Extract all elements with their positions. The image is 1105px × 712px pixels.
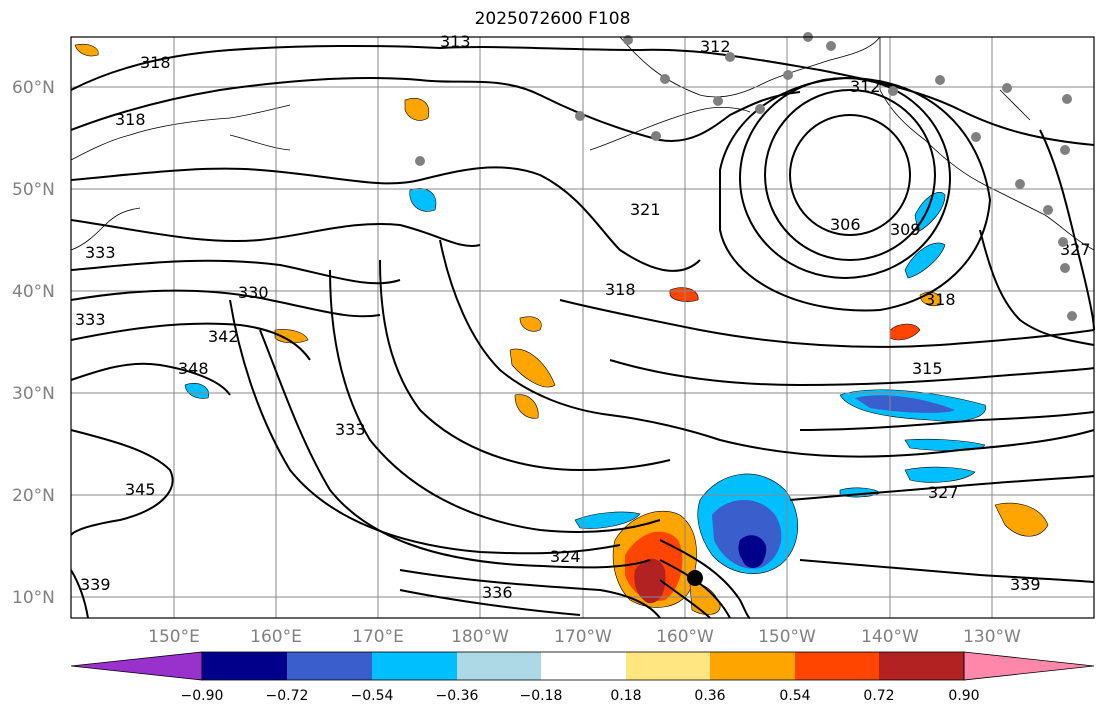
lat-label: 40°N xyxy=(12,282,55,302)
contour-label: 315 xyxy=(912,359,943,378)
colorbar-swatch xyxy=(457,652,541,680)
colorbar-swatch xyxy=(372,652,457,680)
contour-label: 348 xyxy=(178,359,209,378)
colorbar-swatch xyxy=(626,652,710,680)
lon-label: 170°E xyxy=(352,627,404,647)
colorbar-tick: −0.18 xyxy=(520,688,563,704)
contour-label: 342 xyxy=(208,327,239,346)
lon-label: 140°W xyxy=(861,627,919,647)
colorbar-extend-high xyxy=(963,651,1095,681)
colorbar-swatch xyxy=(710,652,795,680)
contour-label: 327 xyxy=(1060,240,1091,259)
contour-label: 318 xyxy=(140,53,171,72)
gridlines xyxy=(71,37,1094,618)
colorbar-tick: −0.54 xyxy=(351,688,394,704)
map-title: 2025072600 F108 xyxy=(474,9,631,29)
contour-label: 336 xyxy=(482,583,513,602)
contour-label: 330 xyxy=(238,283,269,302)
colorbar-tick: 0.18 xyxy=(610,688,641,704)
contour-label: 327 xyxy=(928,483,959,502)
lon-label: 160°E xyxy=(250,627,302,647)
contour-label: 333 xyxy=(335,420,366,439)
colorbar-swatch xyxy=(202,652,287,680)
lon-label: 150°E xyxy=(148,627,200,647)
contour-label: 306 xyxy=(830,215,861,234)
lon-label: 180°W xyxy=(451,627,509,647)
contour-label: 313 xyxy=(440,32,471,51)
lat-label: 60°N xyxy=(12,78,55,98)
colorbar-tick: 0.72 xyxy=(863,688,894,704)
lon-label: 150°W xyxy=(758,627,816,647)
contour-label: 339 xyxy=(80,575,111,594)
navy-dot-marker xyxy=(742,546,764,568)
contour-label: 321 xyxy=(630,200,661,219)
colorbar-tick: 0.54 xyxy=(779,688,810,704)
lat-label: 30°N xyxy=(12,384,55,404)
colorbar-tick: −0.90 xyxy=(181,688,224,704)
lat-axis: 60°N 50°N 40°N 30°N 20°N 10°N xyxy=(12,78,55,608)
colorbar: −0.90 −0.72 −0.54 −0.36 −0.18 0.18 0.36 … xyxy=(70,651,1095,704)
contour-label: 318 xyxy=(605,280,636,299)
map-frame xyxy=(70,36,1095,619)
black-dot-marker xyxy=(687,570,703,586)
contour-lines xyxy=(70,44,1095,619)
contour-label: 333 xyxy=(85,243,116,262)
lon-label: 160°W xyxy=(656,627,714,647)
colorbar-tick: −0.36 xyxy=(436,688,479,704)
coastlines xyxy=(70,36,1095,251)
lon-axis: 150°E 160°E 170°E 180°W 170°W 160°W 150°… xyxy=(148,627,1021,647)
contour-label: 324 xyxy=(550,547,581,566)
lon-label: 170°W xyxy=(554,627,612,647)
lat-label: 50°N xyxy=(12,180,55,200)
contour-labels: 318 313 312 318 312 309 306 321 318 333 … xyxy=(75,32,1091,602)
station-dots xyxy=(415,32,1077,321)
colorbar-swatch xyxy=(795,652,879,680)
colorbar-tick: 0.36 xyxy=(694,688,725,704)
lon-label: 130°W xyxy=(963,627,1021,647)
colorbar-frame xyxy=(201,651,965,681)
shaded-anomalies xyxy=(74,43,1049,615)
contour-label: 309 xyxy=(890,220,921,239)
colorbar-extend-low xyxy=(70,651,203,681)
contour-label: 318 xyxy=(115,110,146,129)
lat-label: 20°N xyxy=(12,486,55,506)
colorbar-tick: −0.72 xyxy=(266,688,309,704)
contour-label: 339 xyxy=(1010,575,1041,594)
colorbar-swatch xyxy=(287,652,372,680)
contour-label: 312 xyxy=(700,37,731,56)
contour-label: 333 xyxy=(75,310,106,329)
contour-label: 345 xyxy=(125,480,156,499)
colorbar-tick: 0.90 xyxy=(948,688,979,704)
colorbar-swatch xyxy=(541,652,626,680)
colorbar-swatch xyxy=(879,652,964,680)
contour-label: 312 xyxy=(850,77,881,96)
lat-label: 10°N xyxy=(12,588,55,608)
contour-label: 318 xyxy=(925,290,956,309)
